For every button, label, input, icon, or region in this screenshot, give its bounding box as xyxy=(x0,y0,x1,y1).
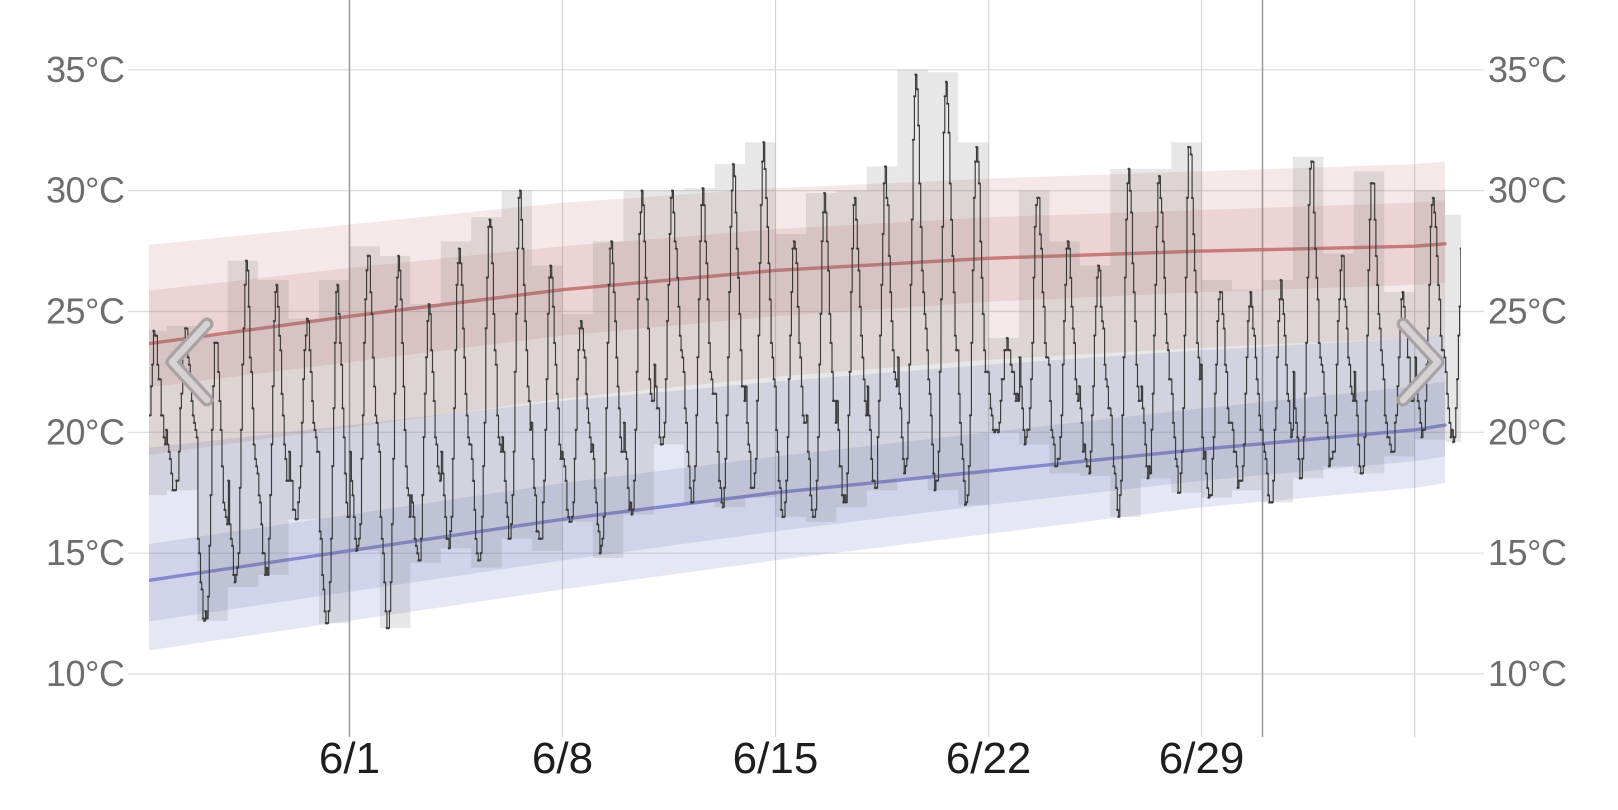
daily-range-bar xyxy=(288,318,320,520)
daily-range-bar xyxy=(653,190,685,445)
daily-range-bar xyxy=(1110,168,1141,517)
y-axis-label-right: 30°C xyxy=(1488,170,1566,211)
average-low-line xyxy=(149,423,1447,583)
daily-range-bar xyxy=(379,255,411,629)
chevron-right-icon-highlight xyxy=(1399,320,1442,404)
daily-range-bar xyxy=(1201,280,1233,498)
x-axis-label: 6/8 xyxy=(532,734,593,783)
daily-range-bar xyxy=(623,190,654,515)
daily-range-bar xyxy=(1414,190,1446,440)
y-axis-label-left: 10°C xyxy=(46,653,124,694)
next-period-button[interactable] xyxy=(1396,317,1445,407)
average-high-line xyxy=(149,242,1447,346)
hourly-temperature-line xyxy=(149,73,1461,630)
daily-range-bar xyxy=(319,280,350,624)
gridlines xyxy=(128,0,1484,737)
y-axis-label-left: 20°C xyxy=(46,411,124,452)
daily-range-bar xyxy=(775,234,806,517)
daily-range-bar xyxy=(714,164,746,508)
hourly-temperature-points xyxy=(149,73,1461,630)
climate-percentile-bands xyxy=(149,161,1447,651)
daily-range-bar xyxy=(1019,190,1050,445)
axis-labels: 35°C 35°C 30°C 30°C 25°C 25°C 20°C 20°C 15°C 15°C… xyxy=(46,49,1567,783)
x-axis-label: 6/29 xyxy=(1159,734,1245,783)
x-axis-label: 6/15 xyxy=(733,734,819,783)
y-axis-label-left: 35°C xyxy=(46,49,124,90)
y-axis-label-right: 25°C xyxy=(1488,291,1566,332)
daily-range-bar xyxy=(562,313,593,522)
low-band-outer xyxy=(149,335,1445,651)
daily-range-bar xyxy=(927,72,959,491)
daily-range-bar xyxy=(1292,156,1324,479)
y-axis-label-left: 30°C xyxy=(46,170,124,211)
daily-range-bar xyxy=(197,335,228,621)
y-axis-label-left: 25°C xyxy=(46,291,124,332)
daily-range-bar xyxy=(440,241,472,549)
y-axis-label-right: 35°C xyxy=(1488,49,1566,90)
low-band-inner xyxy=(149,381,1445,622)
daily-range-bar xyxy=(1262,280,1293,503)
daily-range-bar xyxy=(745,142,776,498)
previous-period-button[interactable] xyxy=(165,317,214,407)
daily-range-bar xyxy=(227,260,259,587)
y-axis-label-right: 20°C xyxy=(1488,411,1566,452)
y-axis-label-right: 15°C xyxy=(1488,532,1566,573)
y-axis-label-left: 15°C xyxy=(46,532,124,573)
high-band-inner xyxy=(149,200,1445,388)
daily-range-bar xyxy=(836,190,867,508)
daily-range-bar xyxy=(471,217,502,568)
daily-range-bar xyxy=(349,246,380,551)
chevron-left-icon-highlight xyxy=(168,320,211,404)
x-axis-label: 6/1 xyxy=(319,734,380,783)
y-axis-label-right: 10°C xyxy=(1488,653,1566,694)
daily-range-bar xyxy=(149,330,167,496)
high-band-outer xyxy=(149,161,1445,455)
daily-range-bar xyxy=(1049,241,1080,474)
daily-range-bar xyxy=(806,193,837,522)
daily-range-bar xyxy=(258,280,289,575)
x-axis-label: 6/22 xyxy=(946,734,1032,783)
